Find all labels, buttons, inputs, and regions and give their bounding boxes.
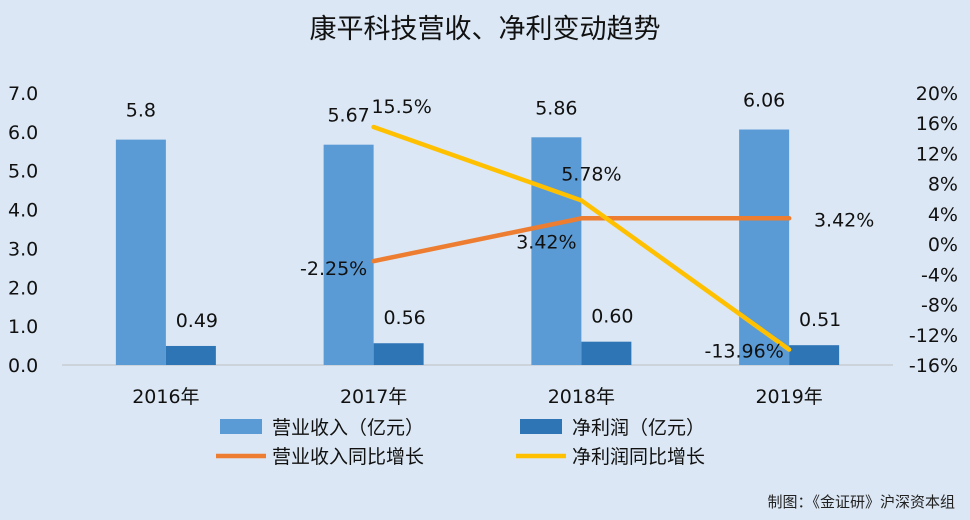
revenue-bar: [323, 144, 374, 365]
net-profit-growth-line: [371, 124, 792, 352]
bar-series-group: [115, 129, 840, 365]
legend-label: 营业收入同比增长: [272, 446, 424, 468]
net-profit-bar: [165, 345, 216, 365]
revenue-growth-data-label: -2.25%: [300, 258, 367, 280]
right-axis-tick: 4%: [928, 204, 958, 226]
x-axis: 2016年 2017年 2018年 2019年: [132, 386, 823, 408]
x-axis-tick: 2018年: [548, 386, 615, 408]
right-axis-tick: -4%: [921, 264, 958, 286]
x-axis-tick: 2019年: [755, 386, 822, 408]
revenue-bar: [739, 129, 790, 365]
legend-swatch: [220, 419, 262, 434]
left-axis-tick: 7.0: [8, 83, 38, 105]
left-axis-tick: 6.0: [8, 122, 38, 144]
source-credit: 制图：《金证研》沪深资本组: [767, 493, 955, 511]
legend-swatch: [520, 419, 562, 434]
legend-label: 净利润同比增长: [572, 446, 705, 468]
chart-title: 康平科技营收、净利变动趋势: [310, 14, 661, 45]
right-axis-tick: 8%: [928, 174, 958, 196]
legend-label: 营业收入（亿元）: [272, 417, 424, 439]
right-axis-tick: 16%: [916, 113, 958, 135]
net-profit-data-label: 0.51: [799, 309, 841, 331]
revenue-growth-data-label: 3.42%: [814, 209, 874, 231]
left-axis-tick: 5.0: [8, 161, 38, 183]
revenue-bar: [115, 139, 166, 365]
left-axis: 0.0 1.0 2.0 3.0 4.0 5.0 6.0 7.0: [8, 83, 38, 377]
net-profit-bar: [373, 343, 424, 365]
revenue-growth-data-label: 3.42%: [516, 231, 576, 253]
legend-label: 净利润（亿元）: [572, 417, 705, 439]
right-axis-tick: -12%: [909, 325, 958, 347]
right-axis-tick: -16%: [909, 355, 958, 377]
revenue-bar: [531, 137, 582, 365]
net-profit-bar: [581, 341, 632, 365]
right-axis-tick: 12%: [916, 143, 958, 165]
net-profit-bar: [789, 345, 840, 365]
left-axis-tick: 3.0: [8, 238, 38, 260]
revenue-growth-line: [371, 216, 792, 264]
right-axis-tick: 20%: [916, 83, 958, 105]
revenue-data-label: 5.86: [535, 97, 577, 119]
net-profit-growth-data-label: 15.5%: [371, 96, 431, 118]
x-axis-tick: 2016年: [132, 386, 199, 408]
legend: 营业收入（亿元） 净利润（亿元） 营业收入同比增长 净利润同比增长: [216, 417, 705, 468]
net-profit-growth-data-label: 5.78%: [561, 163, 621, 185]
right-axis: -16% -12% -8% -4% 0% 4% 8% 12% 16% 20%: [909, 83, 958, 377]
left-axis-tick: 0.0: [8, 355, 38, 377]
line-series-group: [371, 124, 792, 352]
left-axis-tick: 2.0: [8, 277, 38, 299]
net-profit-data-label: 0.60: [591, 306, 633, 328]
net-profit-growth-data-label: -13.96%: [704, 341, 783, 363]
revenue-data-label: 5.8: [126, 100, 156, 122]
net-profit-data-label: 0.49: [176, 310, 218, 332]
x-axis-tick: 2017年: [340, 386, 407, 408]
revenue-data-label: 5.67: [327, 105, 369, 127]
data-label-group: 5.8 5.67 5.86 6.06 0.49 0.56 0.60 0.51 -2.25% 3.4…: [126, 90, 875, 363]
right-axis-tick: 0%: [928, 234, 958, 256]
net-profit-data-label: 0.56: [383, 307, 425, 329]
revenue-data-label: 6.06: [743, 90, 785, 112]
left-axis-tick: 1.0: [8, 316, 38, 338]
right-axis-tick: -8%: [921, 295, 958, 317]
left-axis-tick: 4.0: [8, 200, 38, 222]
